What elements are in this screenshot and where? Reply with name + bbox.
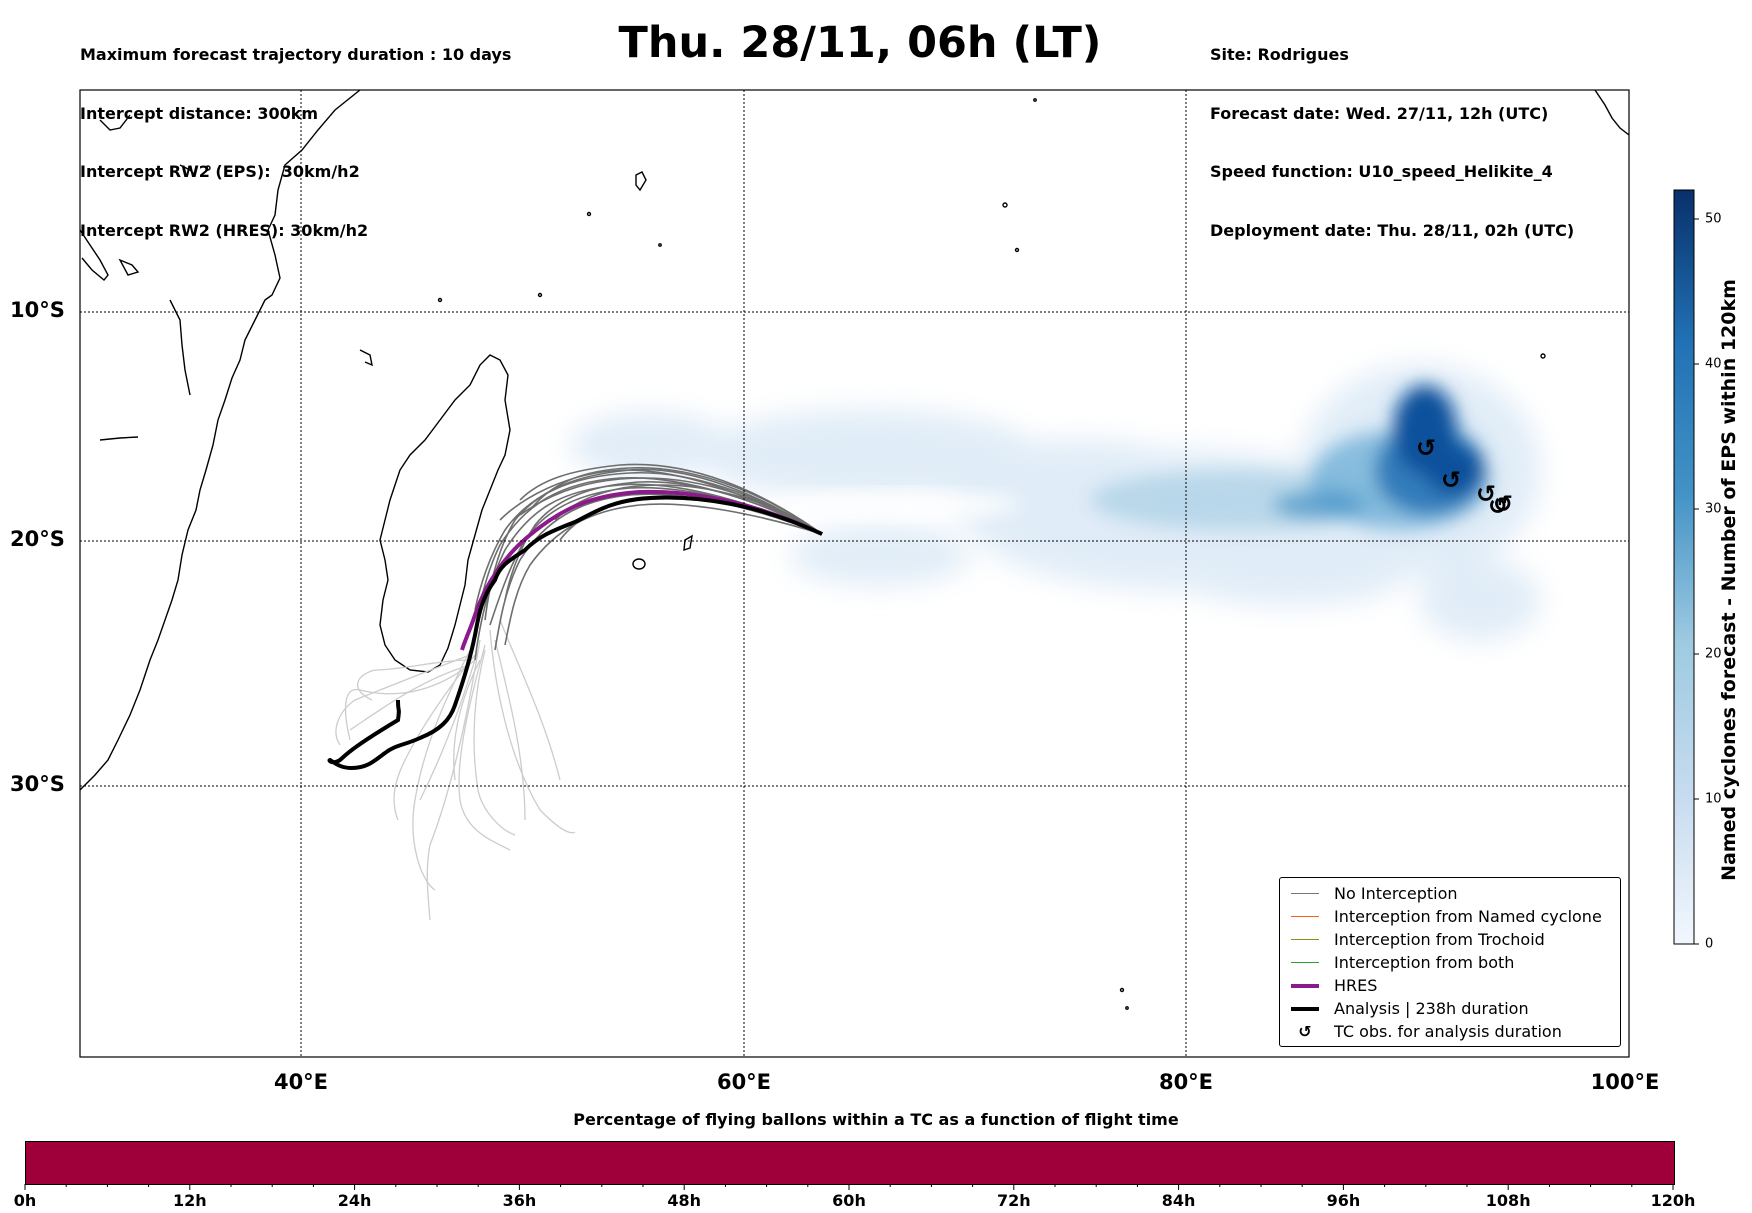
svg-text:↺: ↺ (1488, 492, 1508, 520)
legend-item-named-cyclone: Interception from Named cyclone (1280, 905, 1602, 928)
cyclone-density-field (570, 365, 1540, 640)
lon-label-100e: 100°E (1590, 1070, 1660, 1094)
colorbar (1673, 189, 1695, 945)
flight-bar-tick-label: 60h (832, 1191, 866, 1210)
legend-item-both: Interception from both (1280, 951, 1514, 974)
flight-bar-title: Percentage of flying ballons within a TC… (573, 1110, 1179, 1129)
flight-bar-tick-label: 108h (1485, 1191, 1531, 1210)
legend-swatch (1291, 939, 1319, 940)
legend-item-hres: HRES (1280, 974, 1377, 997)
lon-label-80e: 80°E (1158, 1070, 1214, 1094)
lon-label-40e: 40°E (273, 1070, 329, 1094)
flight-bar-tick-label: 24h (337, 1191, 372, 1210)
info-site: Site: Rodrigues (1210, 45, 1349, 64)
legend-swatch (1291, 916, 1319, 917)
legend-label: Interception from Named cyclone (1334, 907, 1602, 926)
eps-trajectories-late (335, 619, 576, 921)
flight-bar-tick-label: 12h (172, 1191, 207, 1210)
flight-bar (25, 1141, 1675, 1185)
legend-label: TC obs. for analysis duration (1334, 1022, 1562, 1041)
svg-text:↺: ↺ (1493, 490, 1513, 518)
colorbar-title: Named cyclones forecast - Number of EPS … (1718, 279, 1740, 881)
info-deployment-date: Deployment date: Thu. 28/11, 02h (UTC) (1210, 220, 1575, 240)
colorbar-tick: 30 (1705, 501, 1722, 517)
flight-bar-tick-label: 72h (996, 1191, 1031, 1210)
colorbar-ticks (1694, 218, 1699, 945)
legend-item-analysis: Analysis | 238h duration (1280, 997, 1529, 1020)
legend-label: HRES (1334, 976, 1378, 995)
legend-label: Analysis | 238h duration (1334, 999, 1529, 1018)
coastlines (80, 90, 1629, 1010)
legend-label: Interception from both (1334, 953, 1515, 972)
flight-bar-tick-label: 120h (1650, 1191, 1696, 1210)
legend-label: Interception from Trochoid (1334, 930, 1545, 949)
info-forecast-date: Forecast date: Wed. 27/11, 12h (UTC) (1210, 103, 1549, 123)
lat-label-20s: 20°S (10, 527, 65, 551)
info-intercept-eps: Intercept RW2 (EPS): 30km/h2 (80, 162, 360, 181)
map-legend: No Interception Interception from Named … (1279, 877, 1621, 1047)
page-title: Thu. 28/11, 06h (LT) (618, 18, 1102, 68)
cyclone-icon: ↺ (1298, 1022, 1312, 1041)
flight-bar-tick-label: 96h (1326, 1191, 1361, 1210)
flight-bar-tick-label: 0h (13, 1191, 37, 1210)
legend-swatch (1291, 893, 1319, 894)
flight-bar-tick-label: 48h (667, 1191, 702, 1210)
header-left-info: Maximum forecast trajectory duration : 1… (80, 6, 511, 260)
flight-bar-tick-label: 84h (1161, 1191, 1196, 1210)
hres-trajectory (460, 489, 823, 651)
colorbar-tick: 10 (1705, 791, 1722, 807)
legend-item-no-interception: No Interception (1280, 882, 1458, 905)
map-frame (79, 89, 1630, 1058)
legend-item-trochoid: Interception from Trochoid (1280, 928, 1545, 951)
analysis-trajectory (327, 495, 823, 771)
legend-swatch (1291, 962, 1319, 963)
header-right-info: Site: Rodrigues Forecast date: Wed. 27/1… (1210, 6, 1574, 260)
lat-label-30s: 30°S (10, 772, 65, 796)
colorbar-tick: 20 (1705, 646, 1722, 662)
lon-label-60e: 60°E (716, 1070, 772, 1094)
colorbar-tick: 40 (1705, 356, 1722, 372)
info-max-duration: Maximum forecast trajectory duration : 1… (80, 45, 512, 64)
legend-swatch (1291, 983, 1319, 988)
legend-item-tc-obs: ↺ TC obs. for analysis duration (1280, 1020, 1562, 1043)
info-intercept-hres: Intercept RW2 (HRES): 30km/h2 (80, 220, 369, 240)
svg-text:↺: ↺ (1441, 466, 1461, 494)
info-speed-function: Speed function: U10_speed_Helikite_4 (1210, 162, 1553, 181)
info-intercept-distance: Intercept distance: 300km (80, 103, 319, 123)
gridlines (80, 90, 1629, 1057)
flight-bar-tick-label: 36h (502, 1191, 537, 1210)
svg-text:↺: ↺ (1476, 480, 1496, 508)
colorbar-tick: 0 (1705, 936, 1714, 952)
colorbar-tick: 50 (1705, 211, 1722, 227)
legend-swatch (1291, 1006, 1319, 1011)
tc-observation-markers: ↺ ↺ ↺ ↺ ↺ (1416, 434, 1513, 520)
svg-text:↺: ↺ (1416, 434, 1436, 462)
lat-label-10s: 10°S (10, 298, 65, 322)
legend-label: No Interception (1334, 884, 1458, 903)
